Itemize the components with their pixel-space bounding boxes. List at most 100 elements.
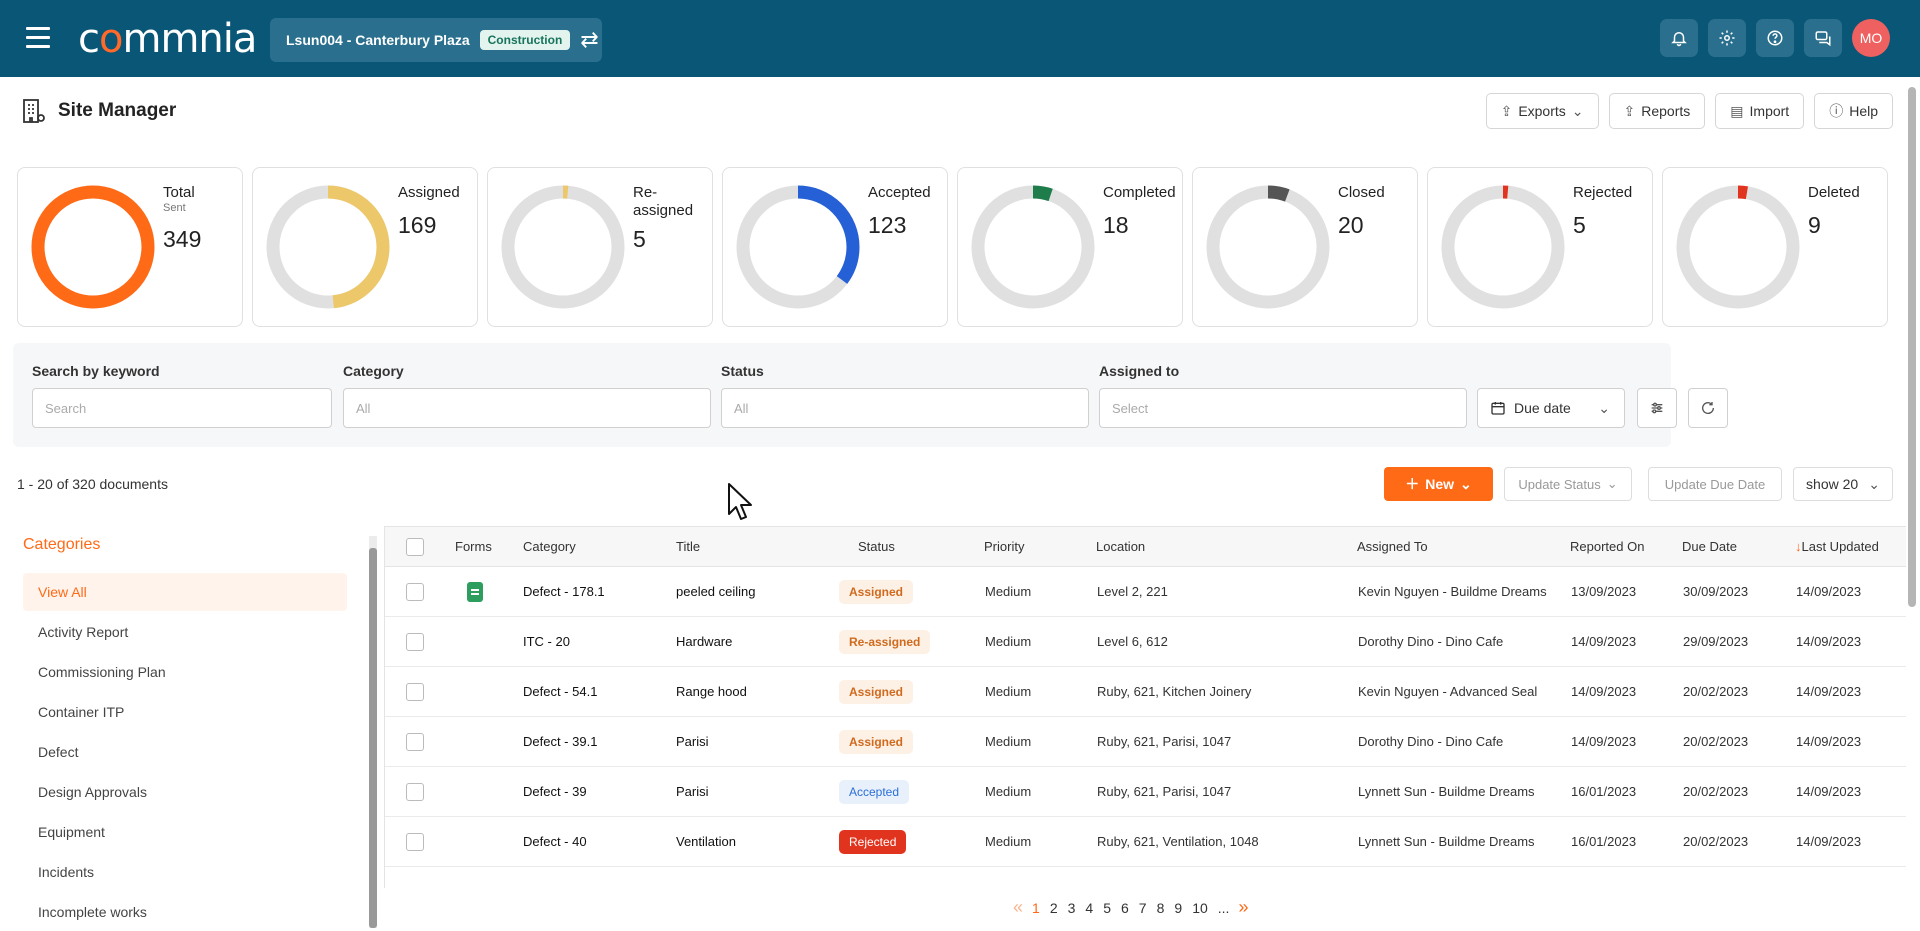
- table-row[interactable]: Defect - 39.1 Parisi Medium Ruby, 621, Pari…: [385, 717, 1906, 767]
- project-switcher[interactable]: Lsun004 - Canterbury Plaza Construction …: [270, 18, 602, 62]
- category-item[interactable]: Incidents: [38, 864, 95, 880]
- app-logo[interactable]: commnia: [78, 16, 257, 62]
- update-status-button[interactable]: Update Status ⌄: [1504, 467, 1632, 501]
- col-location[interactable]: Location: [1096, 539, 1146, 554]
- stat-card[interactable]: Accepted 123: [722, 167, 948, 327]
- col-reported-on[interactable]: Reported On: [1570, 539, 1645, 554]
- page-number[interactable]: 9: [1174, 899, 1183, 916]
- stat-card[interactable]: Closed 20: [1192, 167, 1418, 327]
- bell-icon[interactable]: [1660, 19, 1698, 57]
- category-item[interactable]: View All: [23, 573, 347, 611]
- cell-last-updated: 14/09/2023: [1796, 584, 1862, 599]
- page-number[interactable]: 2: [1049, 899, 1058, 916]
- stat-card[interactable]: Deleted 9: [1662, 167, 1888, 327]
- page-number[interactable]: 4: [1085, 899, 1094, 916]
- category-item[interactable]: Commissioning Plan: [38, 664, 166, 680]
- col-category[interactable]: Category: [523, 539, 576, 554]
- category-item[interactable]: Equipment: [38, 824, 105, 840]
- cell-category: Defect - 54.1: [523, 684, 598, 699]
- donut-arc: [266, 185, 390, 309]
- exports-button[interactable]: ⇪ Exports ⌄: [1485, 93, 1599, 129]
- col-status[interactable]: Status: [858, 539, 895, 554]
- category-item[interactable]: Defect: [38, 744, 79, 760]
- cell-title: peeled ceiling: [676, 584, 756, 599]
- page-number[interactable]: 7: [1138, 899, 1147, 916]
- category-select[interactable]: All: [343, 388, 711, 428]
- page-number[interactable]: 10: [1192, 899, 1208, 916]
- page-scrollbar[interactable]: [1906, 77, 1918, 928]
- search-input[interactable]: Search: [32, 388, 332, 428]
- filter-settings-button[interactable]: [1637, 388, 1677, 428]
- categories-scrollbar[interactable]: [369, 536, 377, 928]
- page-number[interactable]: 6: [1121, 899, 1129, 916]
- table-row[interactable]: Defect - 40 Ventilation Medium Ruby, 621, V…: [385, 817, 1906, 867]
- reports-button[interactable]: ⇪ Reports: [1608, 93, 1706, 129]
- stat-card[interactable]: Re-assigned 5: [487, 167, 713, 327]
- cell-assigned-to: Dorothy Dino - Dino Cafe: [1358, 634, 1504, 649]
- stat-value: 5: [633, 226, 646, 252]
- table-row[interactable]: Defect - 39 Parisi Medium Ruby, 621, Parisi…: [385, 767, 1906, 817]
- page-size-label: show 20: [1806, 476, 1859, 492]
- page-number[interactable]: 5: [1103, 899, 1111, 916]
- gear-icon[interactable]: [1708, 19, 1746, 57]
- update-due-date-button[interactable]: Update Due Date: [1648, 467, 1782, 501]
- help-circle-icon[interactable]: [1756, 19, 1794, 57]
- page-number[interactable]: ...: [1217, 899, 1230, 916]
- stat-value: 9: [1808, 212, 1821, 238]
- chat-icon[interactable]: [1804, 19, 1842, 57]
- page-size-select[interactable]: show 20 ⌄: [1793, 467, 1893, 501]
- prev-page-button[interactable]: «: [1013, 897, 1024, 917]
- avatar[interactable]: MO: [1852, 19, 1890, 57]
- form-document-icon[interactable]: [467, 582, 483, 602]
- status-select[interactable]: All: [721, 388, 1089, 428]
- import-button[interactable]: ▤ Import: [1715, 93, 1805, 129]
- col-due-date[interactable]: Due Date: [1682, 539, 1737, 554]
- category-item[interactable]: Incomplete works: [38, 904, 147, 920]
- top-icons: MO: [1660, 19, 1890, 57]
- category-item[interactable]: Container ITP: [38, 704, 125, 720]
- cell-category: Defect - 40: [523, 834, 587, 849]
- page-number[interactable]: 8: [1156, 899, 1165, 916]
- stat-card[interactable]: Total Sent 349: [17, 167, 243, 327]
- row-checkbox[interactable]: [406, 633, 424, 651]
- category-item[interactable]: Design Approvals: [38, 784, 147, 800]
- stat-label: Re-assigned: [633, 184, 694, 219]
- col-priority[interactable]: Priority: [984, 539, 1025, 554]
- table-row[interactable]: Defect - 54.1 Range hood Medium Ruby, 621, …: [385, 667, 1906, 717]
- stat-card[interactable]: Rejected 5: [1427, 167, 1653, 327]
- donut-track: [1206, 185, 1330, 309]
- donut-arc: [501, 185, 625, 309]
- hamburger-menu-icon[interactable]: [26, 27, 50, 49]
- row-checkbox[interactable]: [406, 683, 424, 701]
- category-item[interactable]: Activity Report: [38, 624, 129, 640]
- col-last-updated[interactable]: ↓Last Updated: [1795, 539, 1879, 554]
- stat-card[interactable]: Completed 18: [957, 167, 1183, 327]
- cell-due-date: 30/09/2023: [1683, 584, 1749, 599]
- cell-priority: Medium: [985, 634, 1032, 649]
- cell-location: Ruby, 621, Ventilation, 1048: [1097, 834, 1259, 849]
- row-checkbox[interactable]: [406, 733, 424, 751]
- new-button[interactable]: ＋ New ⌄: [1384, 467, 1493, 501]
- table-row[interactable]: ITC - 20 Hardware Medium Level 6, 612 Doroth…: [385, 617, 1906, 667]
- next-page-button[interactable]: »: [1238, 897, 1249, 917]
- page-number[interactable]: 1: [1032, 899, 1040, 916]
- select-all-checkbox[interactable]: [406, 538, 424, 556]
- stat-card[interactable]: Assigned 169: [252, 167, 478, 327]
- col-assigned-to[interactable]: Assigned To: [1357, 539, 1428, 554]
- row-checkbox[interactable]: [406, 783, 424, 801]
- reset-filters-button[interactable]: [1688, 388, 1728, 428]
- table-row[interactable]: [385, 867, 1906, 888]
- table-row[interactable]: Defect - 178.1 peeled ceiling Medium Level …: [385, 567, 1906, 617]
- col-title[interactable]: Title: [676, 539, 701, 554]
- donut-arc: [31, 185, 155, 309]
- row-checkbox[interactable]: [406, 833, 424, 851]
- row-checkbox[interactable]: [406, 583, 424, 601]
- help-button[interactable]: ⓘ Help: [1814, 93, 1893, 129]
- due-date-select[interactable]: Due date ⌄: [1477, 388, 1625, 428]
- col-forms[interactable]: Forms: [455, 539, 492, 554]
- cell-assigned-to: Kevin Nguyen - Advanced Seal: [1358, 684, 1538, 699]
- assigned-to-select[interactable]: Select: [1099, 388, 1467, 428]
- page-number[interactable]: 3: [1067, 899, 1076, 916]
- donut-arc: [1676, 185, 1800, 309]
- cell-reported-on: 14/09/2023: [1571, 634, 1637, 649]
